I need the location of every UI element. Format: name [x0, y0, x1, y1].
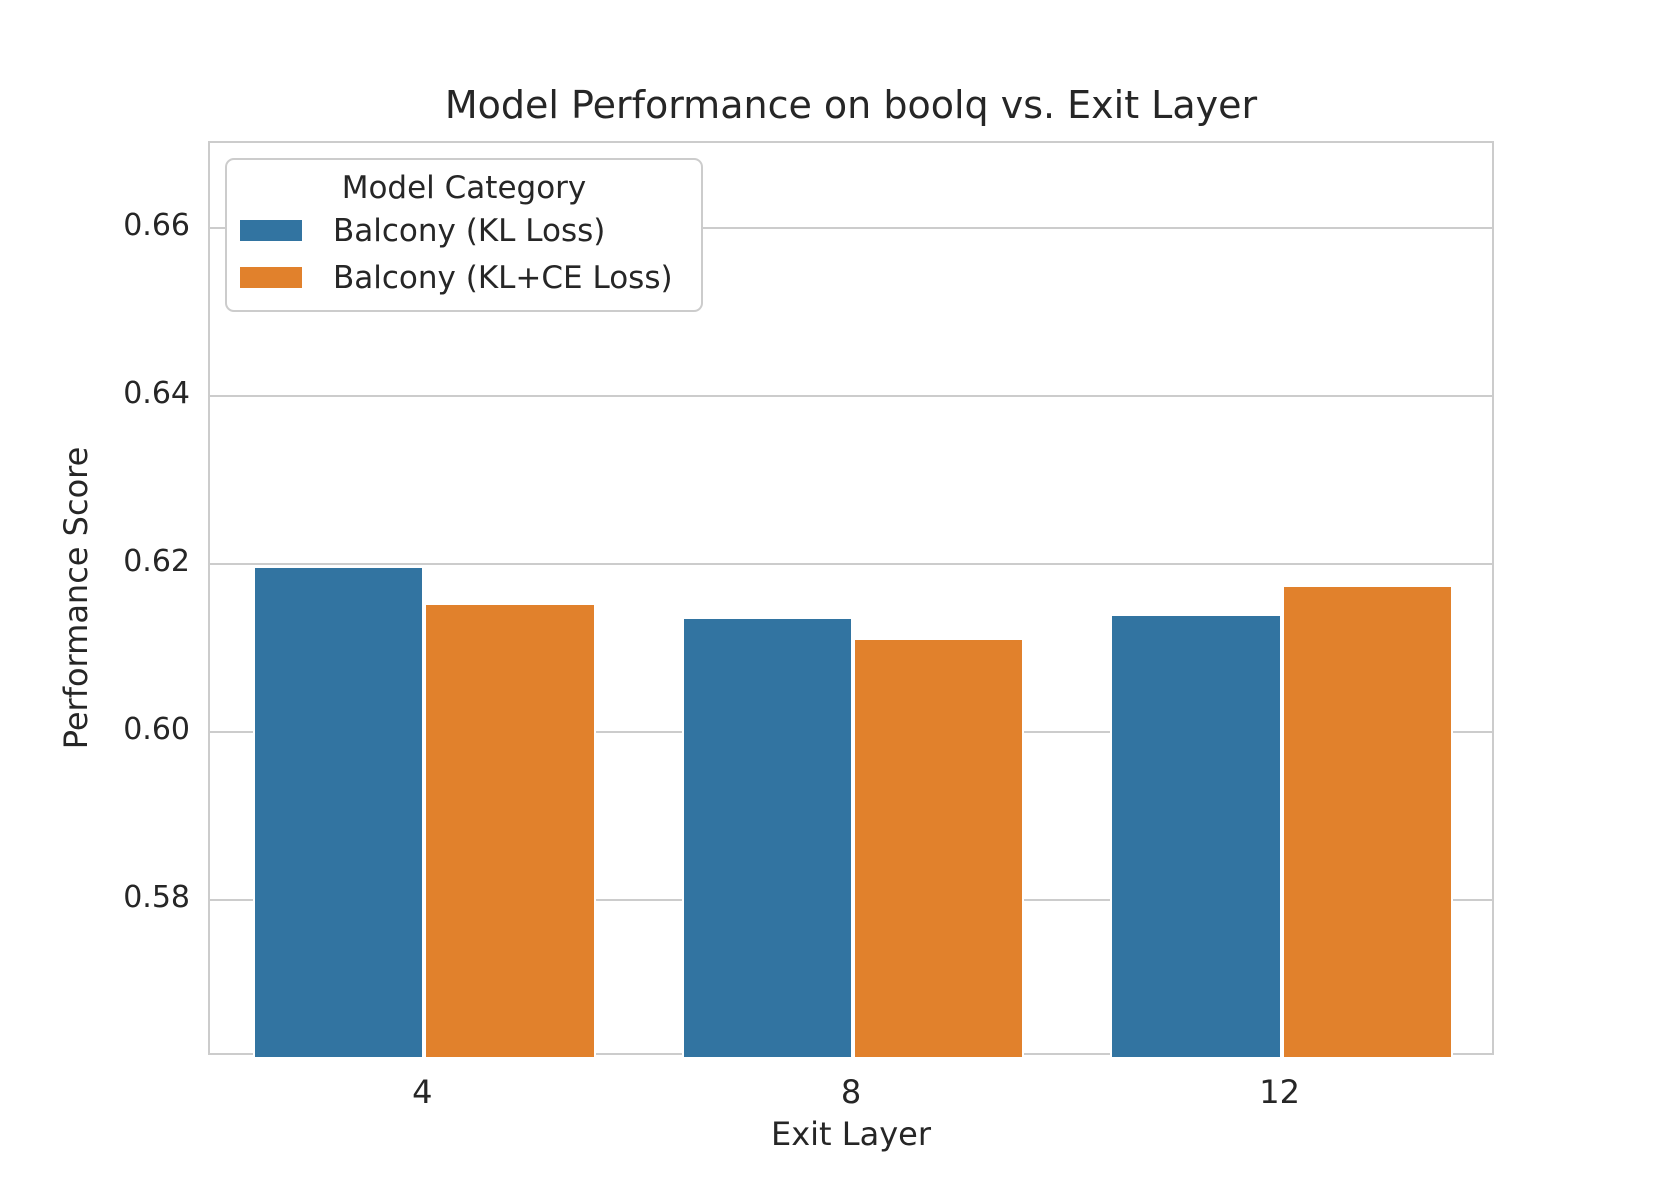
gridline — [210, 226, 1492, 229]
gridline — [210, 394, 1492, 397]
y-tick-label: 0.62 — [123, 543, 190, 579]
y-tick-label: 0.58 — [123, 879, 190, 915]
legend: Model Category Balcony (KL Loss) Balcony … — [225, 158, 703, 312]
legend-swatch — [240, 267, 302, 288]
legend-entries: Balcony (KL Loss) Balcony (KL+CE Loss) — [227, 207, 701, 301]
bar-balcony-kl-ce-loss--x4 — [424, 603, 596, 1057]
legend-entry-label: Balcony (KL Loss) — [333, 212, 606, 249]
bar-balcony-kl-ce-loss--x12 — [1281, 584, 1454, 1057]
y-tick-label: 0.60 — [123, 711, 190, 747]
bar-balcony-kl-loss--x8 — [681, 616, 853, 1057]
x-axis-label: Exit Layer — [771, 1115, 931, 1153]
legend-entry-label: Balcony (KL+CE Loss) — [333, 259, 673, 296]
legend-entry: Balcony (KL Loss) — [227, 207, 701, 254]
y-tick-label: 0.64 — [123, 375, 190, 411]
chart-title: Model Performance on boolq vs. Exit Laye… — [444, 83, 1258, 127]
legend-title: Model Category — [341, 170, 587, 206]
bar-balcony-kl-loss--x4 — [252, 566, 425, 1057]
legend-swatch — [240, 220, 302, 241]
x-tick-label: 12 — [1259, 1073, 1301, 1111]
gridline — [210, 562, 1492, 565]
y-tick-label: 0.66 — [123, 207, 190, 243]
x-tick-label: 8 — [840, 1073, 862, 1111]
x-tick-label: 4 — [412, 1073, 433, 1111]
plot-area — [208, 141, 1494, 1057]
legend-entry: Balcony (KL+CE Loss) — [227, 254, 701, 301]
bar-balcony-kl-loss--x12 — [1110, 614, 1282, 1057]
bar-balcony-kl-ce-loss--x8 — [853, 637, 1025, 1057]
y-axis-label: Performance Score — [57, 446, 95, 750]
